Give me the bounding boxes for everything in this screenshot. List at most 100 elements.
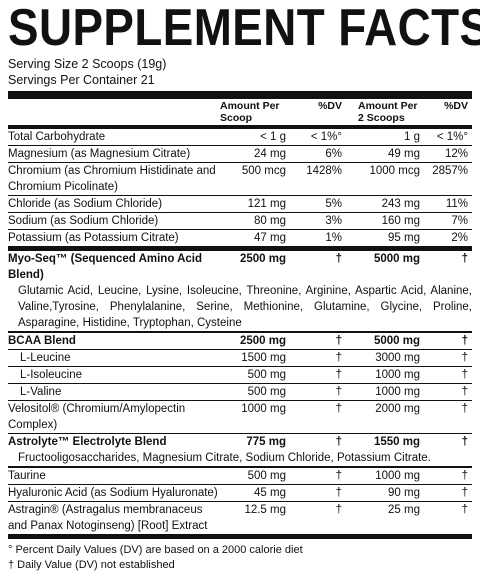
dv-per-scoop: 1428%: [306, 165, 342, 177]
amount-per-2-scoops: 5000 mg: [373, 253, 420, 265]
table-section: Total Carbohydrate < 1 g < 1%° 1 g < 1%° Magn…: [8, 129, 472, 246]
table-row: L-Isoleucine 500 mg † 1000 mg †: [8, 366, 472, 383]
amount-per-2-scoops: 1000 mg: [375, 386, 420, 398]
dv-per-2-scoops: †: [461, 253, 468, 265]
table-row: Velositol® (Chromium/Amylopectin Complex…: [8, 400, 472, 433]
dv-per-2-scoops: 2857%: [432, 165, 468, 177]
footnote: ° Percent Daily Values (DV) are based on…: [8, 544, 303, 556]
table-row: BCAA Blend 2500 mg † 5000 mg †: [8, 333, 472, 349]
column-label: Amount Per Scoop: [220, 100, 280, 124]
dv-per-scoop: < 1%°: [310, 131, 342, 143]
blend-ingredients: Fructooligosaccharides, Magnesium Citrat…: [18, 452, 431, 464]
amount-per-2-scoops: 49 mg: [388, 148, 420, 160]
dv-per-2-scoops: 2%: [451, 232, 468, 244]
table-row: Hyaluronic Acid (as Sodium Hyaluronate) 4…: [8, 484, 472, 501]
dv-per-scoop: †: [335, 369, 342, 381]
table-row: Astragin® (Astragalus membranaceus and P…: [8, 501, 472, 534]
dv-per-2-scoops: †: [461, 403, 468, 415]
dv-per-2-scoops: †: [461, 369, 468, 381]
table-section: Taurine 500 mg † 1000 mg † Hyaluronic Acid (a…: [8, 466, 472, 534]
dv-per-2-scoops: †: [461, 352, 468, 364]
table-row: Sodium (as Sodium Chloride) 80 mg 3% 160 mg…: [8, 212, 472, 229]
divider: [8, 466, 472, 468]
amount-per-scoop: < 1 g: [260, 131, 286, 143]
dv-per-scoop: 3%: [325, 215, 342, 227]
ingredient-name: Total Carbohydrate: [8, 131, 106, 143]
column-label: %DV: [318, 100, 342, 112]
divider: [8, 246, 472, 251]
table-row: Astrolyte™ Electrolyte Blend 775 mg † 1550 …: [8, 433, 472, 450]
divider: [8, 331, 472, 333]
table-row: L-Valine 500 mg † 1000 mg †: [8, 383, 472, 400]
column-label: Amount Per 2 Scoops: [358, 100, 418, 124]
amount-per-2-scoops: 160 mg: [381, 215, 420, 227]
ingredient-name: Astragin® (Astragalus membranaceus and P…: [8, 504, 208, 532]
table-row: Taurine 500 mg † 1000 mg †: [8, 468, 472, 484]
amount-per-scoop: 1500 mg: [241, 352, 286, 364]
ingredient-name: Astrolyte™ Electrolyte Blend: [8, 436, 167, 448]
servings-per-container: Servings Per Container 21: [8, 73, 155, 87]
ingredient-name: Potassium (as Potassium Citrate): [8, 232, 179, 244]
table-section: Myo-Seq™ (Sequenced Amino Acid Blend) 250…: [8, 246, 472, 331]
amount-per-2-scoops: 3000 mg: [375, 352, 420, 364]
serving-size: Serving Size 2 Scoops (19g): [8, 57, 167, 71]
table-row: Myo-Seq™ (Sequenced Amino Acid Blend) 250…: [8, 251, 472, 283]
ingredient-name: L-Leucine: [20, 352, 71, 364]
dv-per-scoop: †: [335, 470, 342, 482]
table-section: BCAA Blend 2500 mg † 5000 mg † L-Leucine 1500 …: [8, 331, 472, 466]
ingredient-name: Chromium (as Chromium Histidinate and Ch…: [8, 165, 216, 193]
ingredient-name: Myo-Seq™ (Sequenced Amino Acid Blend): [8, 253, 203, 281]
ingredient-name: Magnesium (as Magnesium Citrate): [8, 148, 191, 160]
dv-per-scoop: †: [335, 352, 342, 364]
ingredient-name: Hyaluronic Acid (as Sodium Hyaluronate): [8, 487, 218, 499]
ingredient-name: L-Isoleucine: [20, 369, 83, 381]
dv-per-2-scoops: 12%: [444, 148, 468, 160]
amount-per-scoop: 775 mg: [246, 436, 286, 448]
dv-per-scoop: 1%: [325, 232, 342, 244]
dv-per-scoop: †: [335, 504, 342, 516]
page: SUPPLEMENT FACTS Serving Size 2 Scoops (…: [8, 0, 480, 571]
amount-per-2-scoops: 1 g: [404, 131, 420, 143]
table-row: L-Leucine 1500 mg † 3000 mg †: [8, 349, 472, 366]
dv-per-2-scoops: < 1%°: [436, 131, 468, 143]
footnote: † Daily Value (DV) not established: [8, 559, 175, 571]
dv-per-2-scoops: †: [461, 504, 468, 516]
amount-per-2-scoops: 1000 mg: [375, 470, 420, 482]
divider: [8, 534, 472, 539]
amount-per-2-scoops: 90 mg: [388, 487, 420, 499]
amount-per-2-scoops: 1550 mg: [373, 436, 420, 448]
title: SUPPLEMENT FACTS: [8, 0, 480, 57]
column-header: Amount Per Scoop %DV Amount Per 2 Scoops…: [8, 99, 472, 125]
dv-per-2-scoops: †: [461, 335, 468, 347]
ingredient-name: Chloride (as Sodium Chloride): [8, 198, 163, 210]
ingredient-name: Sodium (as Sodium Chloride): [8, 215, 159, 227]
ingredient-name: Taurine: [8, 470, 46, 482]
dv-per-2-scoops: †: [461, 386, 468, 398]
amount-per-scoop: 1000 mg: [241, 403, 286, 415]
amount-per-2-scoops: 243 mg: [381, 198, 420, 210]
amount-per-scoop: 80 mg: [254, 215, 286, 227]
table-row: Magnesium (as Magnesium Citrate) 24 mg 6% 4…: [8, 145, 472, 162]
table-row: Chloride (as Sodium Chloride) 121 mg 5% 243…: [8, 195, 472, 212]
amount-per-scoop: 2500 mg: [239, 253, 286, 265]
blend-ingredients: Glutamic Acid, Leucine, Lysine, Isoleuci…: [18, 285, 472, 329]
dv-per-scoop: †: [335, 253, 342, 265]
column-label: %DV: [444, 100, 468, 112]
amount-per-scoop: 47 mg: [254, 232, 286, 244]
dv-per-scoop: 6%: [325, 148, 342, 160]
dv-per-2-scoops: †: [461, 487, 468, 499]
dv-per-scoop: †: [335, 436, 342, 448]
amount-per-2-scoops: 1000 mg: [375, 369, 420, 381]
dv-per-2-scoops: †: [461, 436, 468, 448]
table-body: Total Carbohydrate < 1 g < 1%° 1 g < 1%° Magn…: [8, 129, 472, 534]
ingredient-name: L-Valine: [20, 386, 62, 398]
amount-per-scoop: 12.5 mg: [244, 504, 286, 516]
amount-per-scoop: 500 mg: [247, 470, 286, 482]
amount-per-scoop: 2500 mg: [239, 335, 286, 347]
ingredient-name: BCAA Blend: [8, 335, 76, 347]
divider: [8, 91, 472, 99]
table-row: Potassium (as Potassium Citrate) 47 mg 1% 9…: [8, 229, 472, 246]
ingredient-name: Velositol® (Chromium/Amylopectin Complex…: [8, 403, 186, 431]
dv-per-scoop: †: [335, 403, 342, 415]
